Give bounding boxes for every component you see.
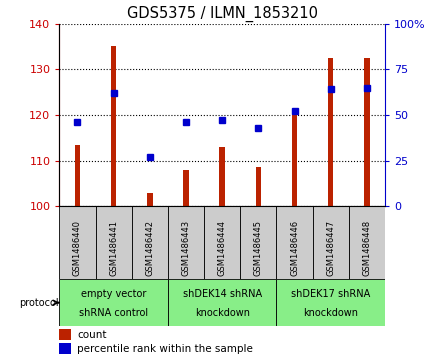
Bar xyxy=(276,206,313,280)
Text: empty vector: empty vector xyxy=(81,289,147,299)
Bar xyxy=(59,343,71,354)
Text: GSM1486442: GSM1486442 xyxy=(145,220,154,276)
Bar xyxy=(59,329,71,340)
Text: GSM1486441: GSM1486441 xyxy=(109,220,118,276)
Bar xyxy=(204,206,240,280)
Text: GSM1486445: GSM1486445 xyxy=(254,220,263,276)
Bar xyxy=(168,280,276,326)
Title: GDS5375 / ILMN_1853210: GDS5375 / ILMN_1853210 xyxy=(127,6,318,22)
Bar xyxy=(240,206,276,280)
Text: GSM1486443: GSM1486443 xyxy=(182,220,191,276)
Bar xyxy=(59,280,168,326)
Bar xyxy=(95,206,132,280)
Text: knockdown: knockdown xyxy=(303,308,358,318)
Text: shRNA control: shRNA control xyxy=(79,308,148,318)
Bar xyxy=(256,167,261,206)
Bar xyxy=(132,206,168,280)
Bar xyxy=(168,206,204,280)
Bar xyxy=(292,110,297,206)
Bar xyxy=(147,193,153,206)
Bar xyxy=(276,280,385,326)
Bar xyxy=(328,58,334,206)
Text: GSM1486446: GSM1486446 xyxy=(290,220,299,276)
Bar xyxy=(59,206,95,280)
Bar xyxy=(313,206,349,280)
Text: shDEK17 shRNA: shDEK17 shRNA xyxy=(291,289,370,299)
Text: GSM1486440: GSM1486440 xyxy=(73,220,82,276)
Text: shDEK14 shRNA: shDEK14 shRNA xyxy=(183,289,262,299)
Text: GSM1486447: GSM1486447 xyxy=(326,220,335,276)
Bar xyxy=(364,58,370,206)
Bar xyxy=(220,147,225,206)
Text: count: count xyxy=(77,330,107,339)
Text: knockdown: knockdown xyxy=(194,308,250,318)
Text: percentile rank within the sample: percentile rank within the sample xyxy=(77,343,253,354)
Bar xyxy=(183,170,189,206)
Bar xyxy=(111,46,116,206)
Text: GSM1486444: GSM1486444 xyxy=(218,220,227,276)
Bar xyxy=(349,206,385,280)
Text: GSM1486448: GSM1486448 xyxy=(363,220,371,276)
Text: protocol: protocol xyxy=(19,298,59,307)
Bar xyxy=(75,144,80,206)
